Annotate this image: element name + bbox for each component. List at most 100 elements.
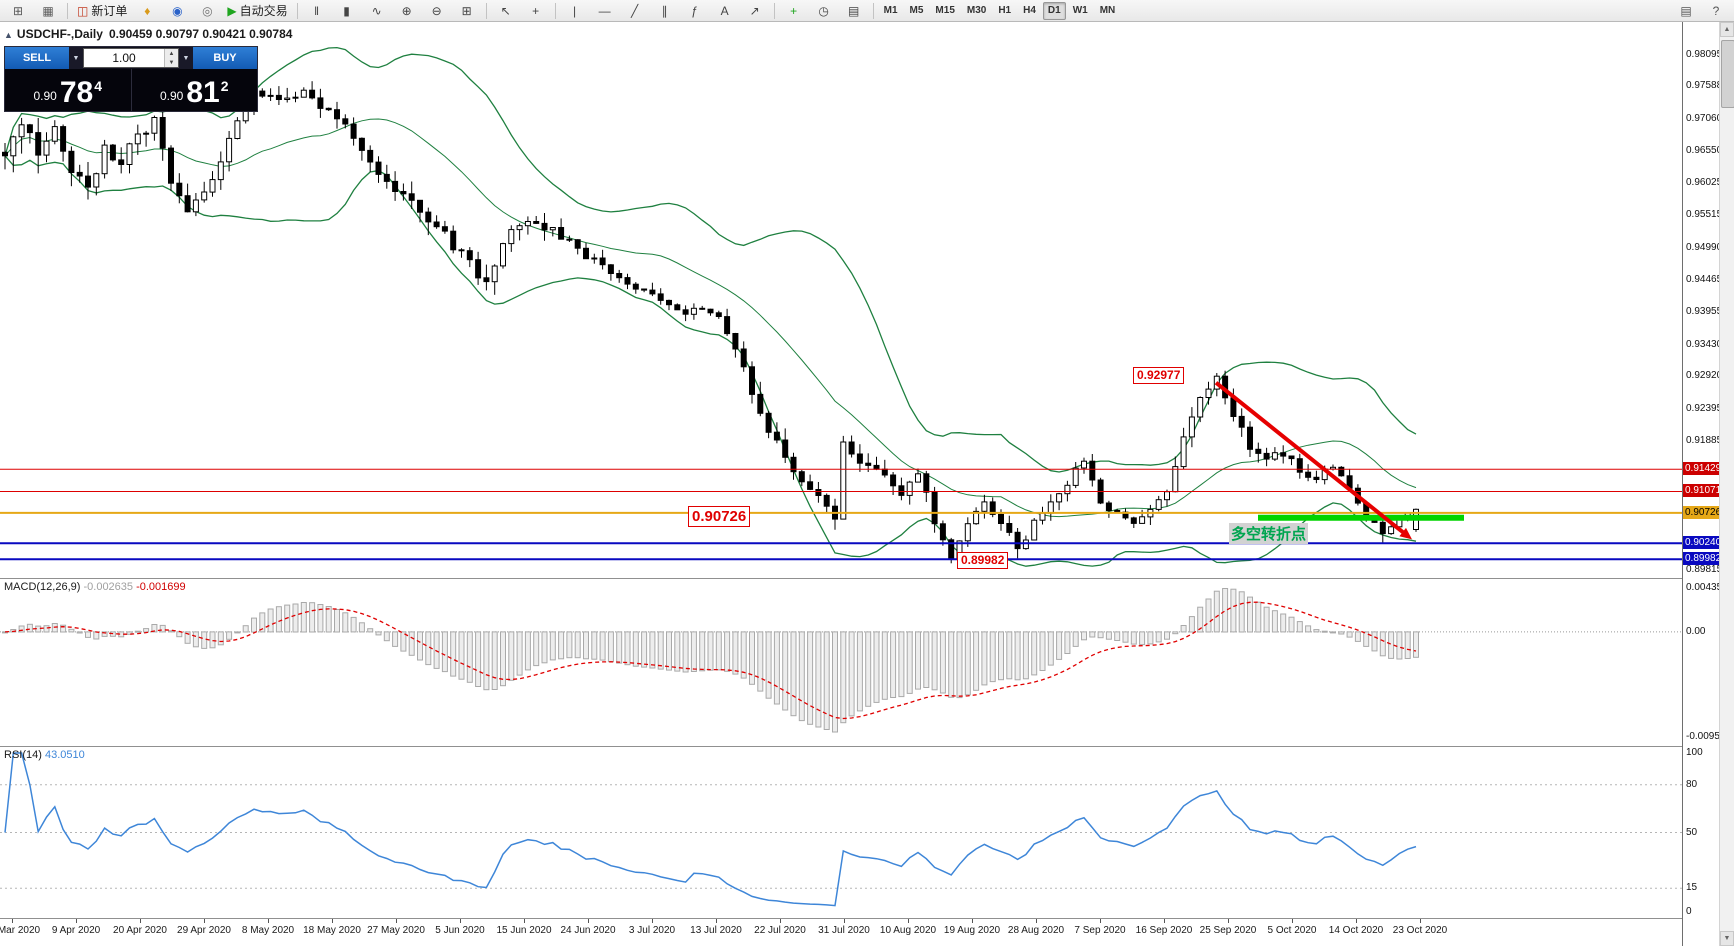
price-chart-canvas[interactable]: [0, 22, 1682, 578]
turning-point-text[interactable]: 多空转折点: [1229, 523, 1309, 544]
timeframe-h4[interactable]: H4: [1023, 5, 1036, 16]
vertical-line-icon[interactable]: |: [561, 1, 589, 21]
panel-splitter: [0, 918, 1719, 919]
macd-name: MACD(12,26,9): [4, 581, 81, 593]
buy-dropdown-icon[interactable]: ▼: [179, 47, 193, 69]
time-axis: 31 Mar 2020 9 Apr 2020 20 Apr 2020 29 Apr 2…: [0, 919, 1682, 946]
market-watch-icon[interactable]: ♦: [133, 1, 161, 21]
timeframe-m1[interactable]: M1: [883, 5, 898, 16]
timeframe-m5[interactable]: M5: [909, 5, 924, 16]
panel-splitter[interactable]: [0, 578, 1719, 579]
new-order-button[interactable]: ◫ 新订单: [73, 1, 131, 21]
volume-down-icon[interactable]: ▼: [165, 58, 178, 67]
rsi-value: 43.0510: [44, 749, 85, 761]
date-label: 23 Oct 2020: [1392, 925, 1448, 936]
period-clock-icon: ◷: [818, 3, 829, 18]
line-chart-icon[interactable]: ∿: [363, 1, 391, 21]
date-tick-mark: [268, 919, 269, 923]
scroll-up-icon[interactable]: ▲: [1720, 22, 1734, 37]
candlestick-chart-icon[interactable]: ▮: [333, 1, 361, 21]
indicators-icon[interactable]: +: [780, 1, 808, 21]
main-toolbar: ⊞ ▦ ◫ 新订单 ♦ ◉ ◎ ▶ 自动交易 ‖ ▮ ∿ ⊕ ⊖ ⊞ ↖ + | — ╱ ∥ ƒ A ↗ + ◷ ▤ M1 M5 M15 M…: [0, 0, 1734, 22]
sell-price-pipette: 4: [94, 78, 103, 94]
rsi-level-label: 15: [1686, 882, 1698, 893]
date-tick-mark: [1420, 919, 1421, 923]
scroll-down-icon[interactable]: ▼: [1720, 931, 1734, 946]
zoom-in-icon[interactable]: ⊕: [393, 1, 421, 21]
text-label-icon[interactable]: A: [711, 1, 739, 21]
cursor-icon[interactable]: ↖: [492, 1, 520, 21]
new-chart-icon[interactable]: ⊞: [4, 1, 32, 21]
collapse-arrow-icon[interactable]: ▲: [4, 30, 13, 40]
timeframe-m15[interactable]: M15: [935, 5, 955, 16]
date-label: 25 Sep 2020: [1199, 925, 1257, 936]
autotrading-button[interactable]: ▶ 自动交易: [223, 1, 291, 21]
date-tick-mark: [12, 919, 13, 923]
crosshair-icon[interactable]: +: [522, 1, 550, 21]
zoom-out-icon: ⊖: [431, 3, 442, 18]
buy-price[interactable]: 0.90 81 2: [132, 69, 258, 111]
timeframe-mn[interactable]: MN: [1099, 5, 1116, 16]
date-label: 15 Jun 2020: [496, 925, 552, 936]
templates-icon[interactable]: ▤: [840, 1, 868, 21]
data-window-icon[interactable]: ◉: [163, 1, 191, 21]
candlestick-chart-icon: ▮: [343, 3, 350, 18]
toolbars-menu-icon[interactable]: ▤: [1672, 1, 1700, 21]
horizontal-line-icon[interactable]: —: [591, 1, 619, 21]
macd-signal-value: -0.001699: [136, 581, 186, 593]
channel-icon[interactable]: ∥: [651, 1, 679, 21]
price-tick: 0.92395: [1686, 403, 1723, 414]
support-price-label[interactable]: 0.90726: [688, 506, 751, 527]
timeframe-d1[interactable]: D1: [1042, 1, 1066, 20]
sell-button[interactable]: SELL: [5, 47, 69, 69]
zoom-in-icon: ⊕: [401, 3, 412, 18]
date-tick-mark: [1356, 919, 1357, 923]
vertical-scrollbar[interactable]: ▲ ▼: [1719, 22, 1734, 946]
timeframe-w1[interactable]: W1: [1072, 5, 1088, 16]
timeframe-m30[interactable]: M30: [966, 5, 987, 16]
date-tick-mark: [140, 919, 141, 923]
date-label: 14 Oct 2020: [1328, 925, 1384, 936]
period-clock-icon[interactable]: ◷: [810, 1, 838, 21]
date-label: 7 Sep 2020: [1074, 925, 1126, 936]
trendline-icon[interactable]: ╱: [621, 1, 649, 21]
price-tick: 0.94990: [1686, 242, 1723, 253]
toolbars-menu-icon: ▤: [1680, 3, 1692, 18]
fibonacci-icon[interactable]: ƒ: [681, 1, 709, 21]
rsi-canvas[interactable]: [0, 747, 1682, 918]
panel-splitter[interactable]: [0, 746, 1719, 747]
sell-dropdown-icon[interactable]: ▼: [69, 47, 83, 69]
ohlc-values: 0.90459 0.90797 0.90421 0.90784: [108, 27, 293, 41]
help-icon[interactable]: ?: [1702, 1, 1730, 21]
chart-title: ▲ USDCHF-,Daily 0.90459 0.90797 0.90421 0.…: [4, 27, 292, 41]
date-tick-mark: [1228, 919, 1229, 923]
strategy-tester-icon[interactable]: ◎: [193, 1, 221, 21]
arrow-object-icon[interactable]: ↗: [741, 1, 769, 21]
rsi-title: RSI(14) 43.0510: [4, 749, 85, 761]
low-price-label[interactable]: 0.89982: [957, 552, 1009, 569]
sell-price[interactable]: 0.90 78 4: [5, 69, 131, 111]
volume-input[interactable]: 1.00 ▲ ▼: [83, 48, 179, 68]
buy-button[interactable]: BUY: [193, 47, 257, 69]
price-tick: 0.96550: [1686, 145, 1723, 156]
scrollbar-thumb[interactable]: [1721, 40, 1734, 108]
profiles-icon[interactable]: ▦: [34, 1, 62, 21]
volume-up-icon[interactable]: ▲: [165, 49, 178, 58]
new-chart-icon: ⊞: [12, 3, 24, 18]
macd-max-label: 0.004351: [1686, 582, 1728, 593]
date-tick-mark: [1292, 919, 1293, 923]
new-order-button-label: 新订单: [91, 4, 128, 18]
peak-price-label[interactable]: 0.92977: [1133, 367, 1185, 384]
date-label: 8 May 2020: [241, 925, 295, 936]
bar-chart-icon[interactable]: ‖: [303, 1, 331, 21]
buy-price-prefix: 0.90: [159, 89, 184, 103]
tile-windows-icon[interactable]: ⊞: [453, 1, 481, 21]
volume-stepper[interactable]: ▲ ▼: [164, 49, 178, 67]
toolbar-separator: [554, 2, 556, 19]
zoom-out-icon[interactable]: ⊖: [423, 1, 451, 21]
timeframe-h1[interactable]: H1: [998, 5, 1012, 16]
price-tick: 0.98095: [1686, 49, 1723, 60]
macd-canvas[interactable]: [0, 579, 1682, 746]
toolbar-separator: [773, 2, 775, 19]
date-label: 13 Jul 2020: [690, 925, 742, 936]
